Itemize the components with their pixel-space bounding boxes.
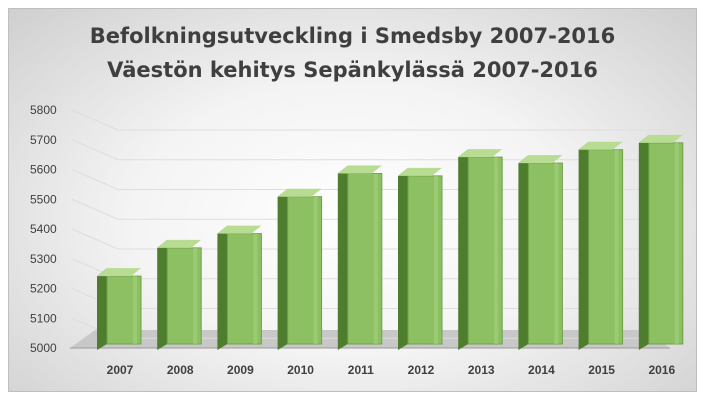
bar-top (337, 165, 382, 174)
gridline-diag (71, 198, 119, 220)
bar-highlight (434, 175, 438, 344)
bar-highlight (313, 196, 318, 344)
bar-top (277, 188, 322, 197)
x-tick-label: 2007 (107, 363, 134, 377)
bar-top (578, 141, 623, 150)
bar-side-face (337, 165, 348, 350)
bar-highlight (494, 157, 499, 344)
bar-top (638, 134, 683, 143)
bar-side-face (217, 225, 228, 350)
bar-side-face (638, 134, 649, 350)
bar-highlight (253, 233, 258, 344)
bar-top (458, 149, 503, 158)
gridline-diag (71, 139, 119, 161)
bar-highlight (554, 163, 559, 344)
x-tick-label: 2010 (287, 363, 314, 377)
x-tick-label: 2016 (648, 363, 675, 377)
bar-side-face (157, 239, 168, 350)
y-tick-label: 5600 (30, 163, 57, 177)
x-tick-label: 2009 (227, 363, 254, 377)
x-tick-label: 2008 (167, 363, 194, 377)
y-tick-label: 5000 (30, 341, 57, 355)
bar-highlight (193, 247, 198, 344)
chart-title: Befolkningsutveckling i Smedsby 2007-201… (89, 24, 616, 48)
y-tick-label: 5100 (30, 311, 57, 325)
x-tick-label: 2013 (468, 363, 495, 377)
gridline-diag (71, 109, 119, 131)
bar-side-face (277, 188, 288, 350)
y-tick-label: 5800 (30, 103, 57, 117)
y-tick-label: 5500 (30, 192, 57, 206)
gridline-diag (71, 228, 119, 250)
bar-side-face (518, 155, 529, 350)
bar-top (217, 225, 262, 234)
bar-top (398, 167, 442, 176)
bar-highlight (133, 276, 137, 344)
x-tick-label: 2014 (528, 363, 555, 377)
bar-top (97, 268, 141, 277)
y-tick-label: 5200 (30, 282, 57, 296)
y-tick-label: 5300 (30, 252, 57, 266)
bar-side-face (398, 167, 408, 350)
bar-side-face (97, 268, 107, 350)
bar-side-face (458, 149, 469, 350)
bar-top (157, 239, 202, 248)
bar-highlight (674, 142, 679, 344)
y-tick-label: 5700 (30, 133, 57, 147)
y-tick-label: 5400 (30, 222, 57, 236)
chart-subtitle: Väestön kehitys Sepänkylässä 2007-2016 (107, 58, 598, 82)
x-tick-label: 2015 (588, 363, 615, 377)
bar-side-face (578, 141, 589, 350)
x-tick-label: 2011 (348, 363, 374, 377)
bar-highlight (373, 173, 378, 344)
bar-top (518, 155, 563, 164)
gridline-diag (71, 169, 119, 190)
x-tick-label: 2012 (408, 363, 435, 377)
bar-highlight (614, 149, 619, 344)
